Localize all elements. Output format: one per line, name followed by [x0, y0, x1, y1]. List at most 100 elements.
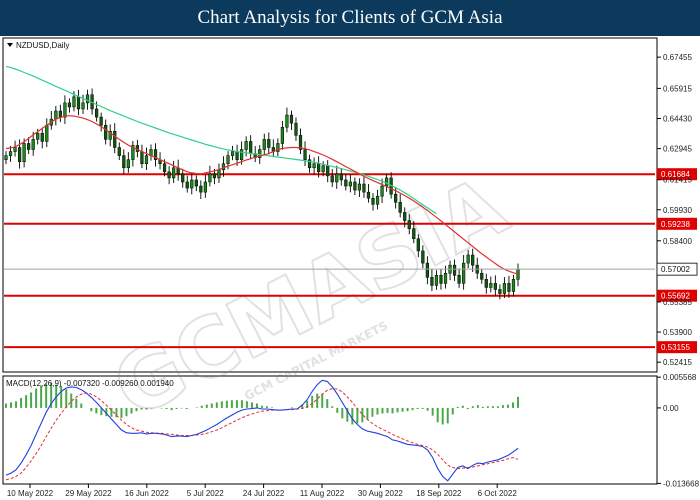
price-tick-label: 0.67455 [663, 53, 692, 62]
price-panel-frame [2, 37, 658, 373]
candle-body [317, 163, 321, 173]
price-tick-label: 0.64430 [663, 115, 692, 124]
candle-body [162, 163, 167, 173]
candle-body [471, 254, 475, 266]
candle-body [430, 277, 434, 286]
level-badge [657, 289, 697, 302]
candle-body [357, 183, 362, 191]
candle-body [443, 272, 448, 284]
candle-body [371, 197, 375, 205]
candle-body [452, 264, 457, 276]
candle-body [335, 173, 339, 183]
candle-body [63, 102, 67, 118]
candle-body [425, 262, 429, 278]
candle-body [67, 102, 72, 108]
macd-tick-label: 0.005568 [663, 373, 697, 382]
date-tick-label: 6 Oct 2022 [478, 489, 518, 498]
moving-averages [5, 65, 519, 275]
candle-body [353, 181, 357, 191]
candle-body [95, 108, 99, 118]
candle-body [298, 135, 303, 150]
ma-slow-line [5, 65, 437, 215]
date-axis: 10 May 2022 29 May 2022 16 Jun 2022 5 Jul 2… [7, 484, 517, 498]
candle-body [457, 275, 461, 284]
candle-body [208, 173, 212, 183]
candle-body [199, 185, 203, 193]
candle-body [502, 283, 507, 294]
candle-body [230, 151, 235, 156]
candle-body [303, 149, 307, 160]
candle-body [326, 165, 330, 177]
macd-label: MACD(12,26,9) -0.007320 -0.009260 0.0019… [6, 379, 174, 388]
level-badge [657, 217, 697, 230]
macd-main-line [5, 379, 519, 482]
candle-body [235, 151, 239, 160]
date-tick-label: 30 Aug 2022 [358, 489, 403, 498]
candle-body [113, 131, 117, 148]
candle-body [45, 124, 49, 142]
price-tick-label: 0.65915 [663, 84, 692, 93]
candle-body [380, 185, 384, 197]
candle-body [72, 96, 76, 108]
candle-body [194, 179, 198, 187]
price-tick-label: 0.55385 [663, 298, 692, 307]
symbol-dropdown-icon[interactable] [7, 43, 13, 47]
candle-body [226, 155, 230, 164]
macd-signal-line [5, 388, 519, 481]
candle-body [493, 283, 497, 290]
candle-body [126, 159, 130, 169]
candle-body [384, 177, 389, 187]
candle-body [36, 133, 40, 140]
candle-body [212, 173, 217, 179]
candle-body [58, 110, 62, 118]
macd-panel-frame [2, 375, 658, 485]
candle-body [511, 279, 516, 292]
candle-body [330, 175, 334, 183]
candle-body [375, 195, 380, 205]
candle-body [348, 181, 352, 187]
candle-body [462, 262, 466, 284]
candle-body [13, 147, 17, 152]
candle-body [484, 279, 488, 288]
candle-body [416, 238, 420, 252]
price-tick-label: 0.58400 [663, 237, 692, 246]
price-tick-label: 0.62945 [663, 145, 692, 154]
candle-body [258, 149, 262, 158]
price-tick-label: 0.59930 [663, 206, 692, 215]
price-tick-label: 0.52415 [663, 358, 692, 367]
candle-body [339, 173, 343, 181]
candle-body [285, 114, 289, 128]
date-tick-label: 11 Aug 2022 [300, 489, 345, 498]
resistance-support-levels: 0.61684 0.59238 0.55692 0.53155 [4, 168, 697, 354]
date-tick-label: 16 Jun 2022 [125, 489, 170, 498]
candle-body [117, 147, 121, 156]
candle-body [398, 202, 402, 213]
title-banner: Chart Analysis for Clients of GCM Asia [0, 0, 700, 36]
candle-body [407, 220, 411, 229]
candle-body [221, 163, 226, 171]
current-price-box [656, 262, 698, 276]
price-tick-label: 0.61415 [663, 176, 692, 185]
chart-canvas: GCMASIA GCM CAPITAL MARKETS 0.616840.592… [2, 37, 700, 498]
candle-body [140, 151, 144, 164]
date-tick-label: 24 Jul 2022 [243, 489, 285, 498]
candle-body [167, 171, 171, 179]
candle-body [362, 183, 366, 193]
candle-body [131, 145, 135, 160]
level-label: 0.55692 [661, 292, 690, 301]
candle-body [240, 149, 244, 160]
candle-body [244, 141, 248, 150]
date-tick-label: 5 Jul 2022 [187, 489, 224, 498]
candle-body [403, 212, 407, 221]
level-badge [657, 341, 697, 354]
level-label: 0.59238 [661, 220, 690, 229]
candle-body [366, 191, 371, 199]
candle-body [31, 139, 35, 150]
candle-body [262, 139, 266, 150]
price-axis: 0.67455 0.65915 0.64430 0.62945 0.61415 0.599… [4, 53, 698, 367]
candle-body [8, 151, 13, 156]
candle-body [276, 143, 280, 152]
candle-body [81, 102, 85, 110]
candle-body [76, 96, 81, 110]
date-tick-label: 29 May 2022 [65, 489, 112, 498]
